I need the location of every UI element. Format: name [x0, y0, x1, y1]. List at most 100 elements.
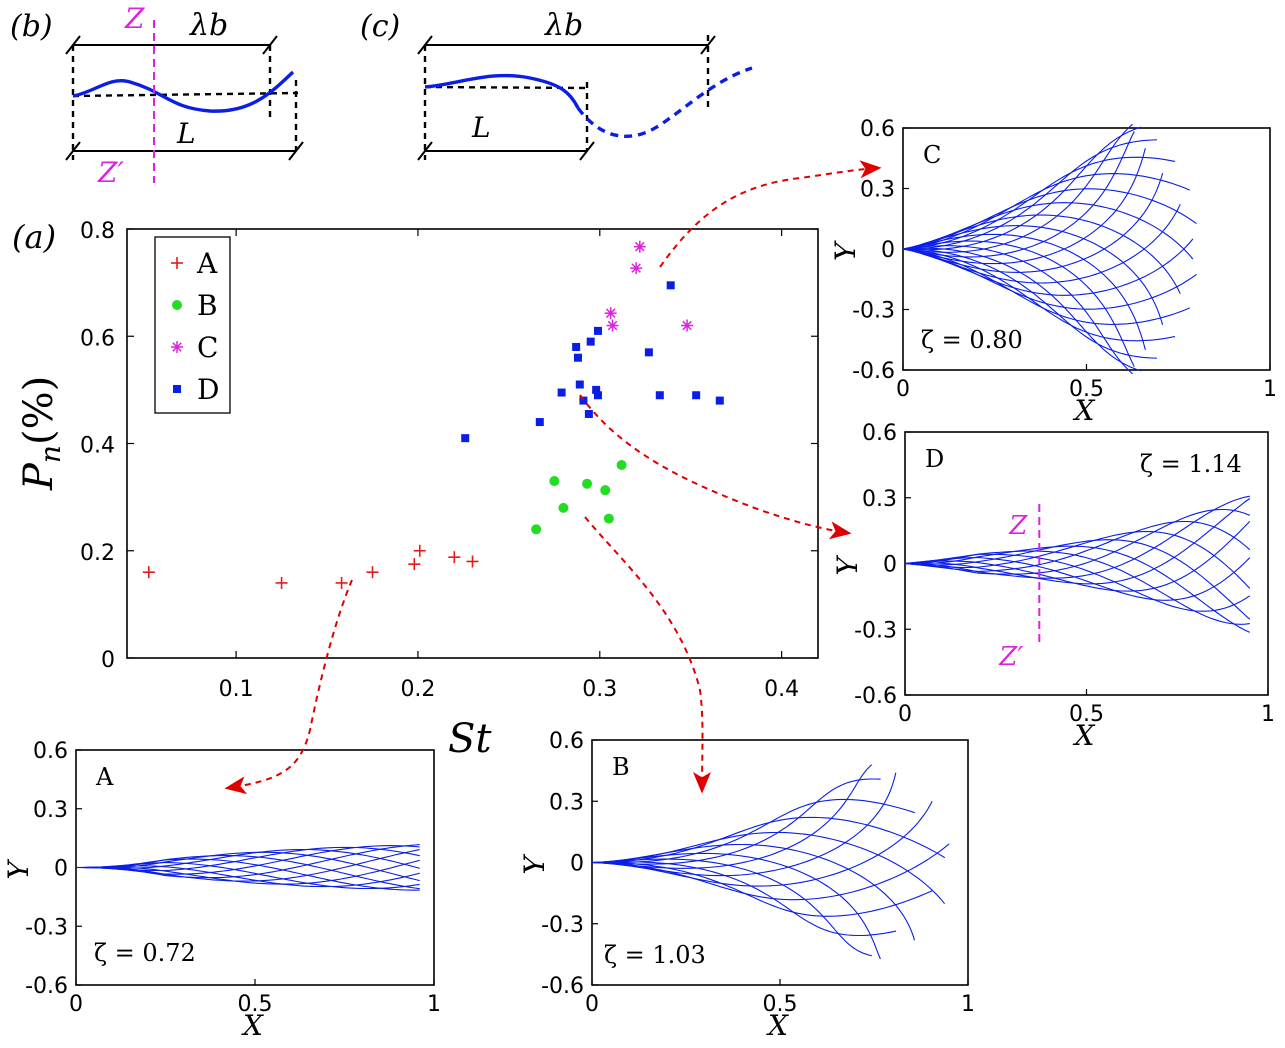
zeta-annotation: ζ = 1.14 [1140, 450, 1242, 478]
body-waveform-line [902, 248, 1191, 325]
body-waveform-line [902, 156, 1176, 250]
body-waveform-line [902, 126, 1142, 251]
body-waveform-line [902, 248, 1176, 342]
y-tick-label: -0.3 [852, 299, 895, 324]
y-tick-label: 0.6 [549, 729, 584, 754]
x-tick-label: 0 [898, 702, 912, 727]
x-tick-label: 0.5 [1069, 377, 1104, 402]
sketch-b-l-label: L [176, 117, 196, 150]
y-tick-label: -0.6 [852, 359, 895, 384]
body-waveform-line [902, 247, 1142, 372]
y-axis-label: Y [518, 854, 551, 875]
data-point-b [558, 502, 569, 513]
y-tick-label: 0.3 [549, 790, 584, 815]
y-tick-label: 0.2 [80, 541, 115, 566]
sketch-c: (c) λb L [360, 8, 753, 161]
y-tick-label: -0.3 [854, 618, 897, 643]
data-point-d [557, 388, 566, 397]
x-axis-label: X [1073, 394, 1096, 427]
y-axis-label: Y [831, 555, 864, 576]
body-waveform-line [591, 861, 897, 937]
data-point-c [633, 240, 646, 253]
panel-label: D [925, 445, 944, 473]
panel-label: B [612, 753, 630, 781]
data-point-b [603, 513, 614, 524]
body-waveform-line [591, 852, 881, 960]
body-waveform-line [591, 858, 872, 957]
body-waveform-line [591, 843, 950, 901]
body-waveform-line [902, 238, 1194, 296]
connector-arrows [224, 160, 882, 795]
data-point-b [616, 459, 627, 470]
body-waveform-line [902, 131, 1135, 258]
legend-marker-a [171, 257, 183, 269]
x-tick-label: 0.2 [400, 677, 435, 702]
data-point-a [275, 576, 288, 589]
panel-label: A [95, 763, 114, 791]
sketch-b-zprime-label: Z′ [97, 156, 124, 189]
body-waveform-line [904, 539, 1251, 620]
body-waveform-line [904, 553, 1251, 612]
body-waveform-line [76, 851, 420, 882]
x-axis-label: X [766, 1009, 789, 1042]
y-tick-label: -0.6 [25, 974, 68, 999]
y-tick-label: 0.6 [860, 117, 895, 142]
body-waveform-line [902, 123, 1133, 253]
y-axis-label: Y [829, 240, 862, 261]
data-point-b [582, 478, 593, 489]
body-waveform-line [902, 245, 1133, 375]
y-tick-label: 0 [101, 648, 115, 673]
x-tick-label: 0.5 [238, 992, 273, 1017]
y-tick-label: 0.8 [80, 219, 115, 244]
body-waveform-line [902, 248, 1197, 310]
section-label-z: Z [1008, 511, 1028, 541]
x-tick-label: 0.1 [219, 677, 254, 702]
x-tick-label: 0.5 [763, 992, 798, 1017]
data-point-d [592, 385, 601, 394]
body-waveform-line [592, 798, 915, 864]
body-waveform-line [904, 550, 1250, 625]
x-axis-label: X [241, 1009, 264, 1042]
data-point-d [692, 391, 701, 400]
sketch-c-body-wave [424, 73, 580, 109]
legend-label-d: D [197, 373, 219, 406]
data-point-d [644, 348, 653, 357]
body-waveform-line [76, 855, 420, 890]
body-waveform-line [904, 521, 1251, 592]
data-point-d [573, 353, 582, 362]
data-point-d [584, 410, 593, 419]
body-waveform-line [904, 556, 1251, 601]
sketch-b: (b) Z Z′ λb L [10, 2, 304, 189]
data-point-d [579, 396, 588, 405]
sketch-b-body-wave [72, 70, 295, 113]
data-point-d [535, 418, 544, 427]
x-tick-label: 1 [961, 992, 975, 1017]
zeta-annotation: ζ = 0.80 [921, 326, 1023, 354]
body-waveform-line [76, 844, 420, 879]
data-point-d [586, 337, 595, 346]
y-tick-label: -0.3 [25, 915, 68, 940]
y-tick-label: 0 [54, 857, 68, 882]
y-tick-label: 0.3 [860, 178, 895, 203]
sketch-c-l-label: L [471, 111, 491, 144]
body-waveform-line [76, 848, 420, 869]
body-waveform-line [903, 248, 1157, 359]
data-point-b [549, 476, 560, 487]
y-axis-label: Y [2, 859, 35, 880]
body-waveform-line [591, 764, 873, 869]
body-waveform-line [902, 173, 1191, 250]
data-point-b [600, 485, 611, 496]
sketch-c-wave-extension [576, 66, 753, 138]
arrow-to-panel-a [224, 579, 353, 795]
waveform-group [902, 123, 1197, 375]
x-tick-label: 1 [1263, 377, 1277, 402]
y-tick-label: 0.6 [80, 326, 115, 351]
data-point-a [448, 551, 461, 564]
body-waveform-line [904, 530, 1251, 589]
legend-label-c: C [197, 331, 218, 364]
body-waveform-line [591, 831, 946, 905]
legend-marker-b [172, 300, 182, 310]
data-point-c [630, 262, 643, 275]
y-tick-label: 0 [570, 852, 584, 877]
